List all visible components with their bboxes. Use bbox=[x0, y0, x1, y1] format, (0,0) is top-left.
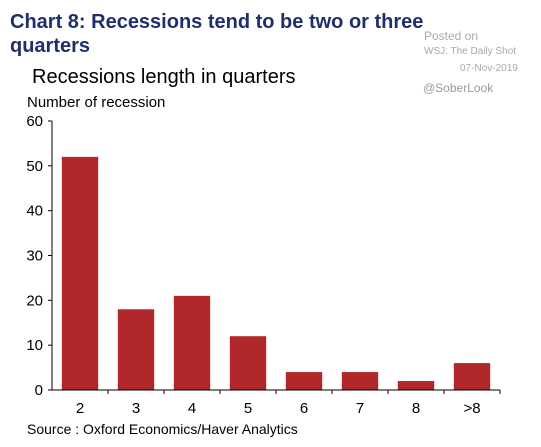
bar-3 bbox=[117, 309, 155, 390]
bar->8 bbox=[453, 363, 491, 390]
y-tick-label: 10 bbox=[26, 337, 43, 354]
y-tick-label: 0 bbox=[35, 382, 43, 399]
x-tick-label: 4 bbox=[188, 400, 196, 417]
x-tick-label: 6 bbox=[300, 400, 308, 417]
x-tick-label: 5 bbox=[244, 400, 252, 417]
y-axis-label: Number of recession bbox=[27, 94, 166, 111]
watermark-handle: @SoberLook bbox=[423, 81, 494, 95]
x-tick-label: 2 bbox=[76, 400, 84, 417]
y-tick-label: 20 bbox=[26, 292, 43, 309]
bar-5 bbox=[229, 336, 267, 390]
bar-8 bbox=[397, 381, 435, 390]
x-tick-label: 8 bbox=[412, 400, 420, 417]
watermark-posted: Posted on bbox=[424, 29, 479, 43]
x-tick-label: 3 bbox=[132, 400, 140, 417]
bar-4 bbox=[173, 295, 211, 390]
y-tick-label: 60 bbox=[26, 113, 43, 130]
watermark-source: WSJ: The Daily Shot bbox=[424, 46, 517, 57]
y-tick-label: 50 bbox=[26, 158, 43, 175]
bar-6 bbox=[285, 372, 323, 390]
bar-2 bbox=[61, 156, 99, 390]
watermark-date: 07-Nov-2019 bbox=[460, 63, 518, 74]
chart-subtitle: Recessions length in quarters bbox=[32, 66, 296, 88]
bar-7 bbox=[341, 372, 379, 390]
x-tick-label: >8 bbox=[463, 400, 480, 417]
y-tick-label: 30 bbox=[26, 248, 43, 265]
y-tick-label: 40 bbox=[26, 203, 43, 220]
x-tick-label: 7 bbox=[356, 400, 364, 417]
chart-title: Chart 8: Recessions tend to be two or th… bbox=[10, 11, 424, 57]
source-note: Source : Oxford Economics/Haver Analytic… bbox=[27, 421, 298, 437]
